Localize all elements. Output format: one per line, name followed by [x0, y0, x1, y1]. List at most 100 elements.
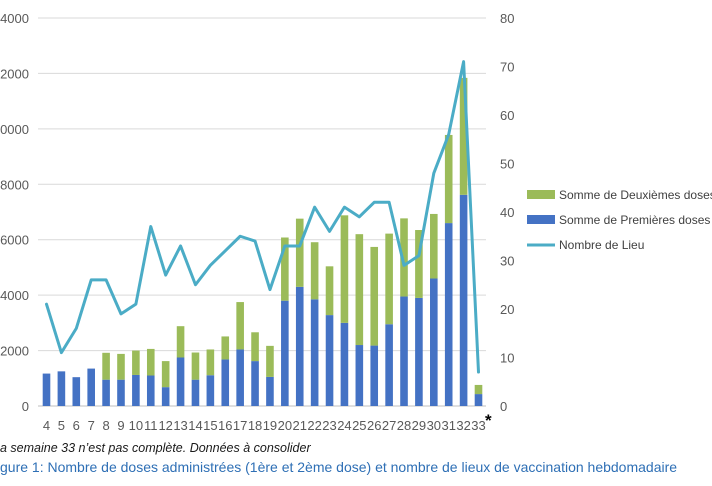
x-tick-label: 15: [203, 418, 217, 433]
legend-deuxiemes-doses-label: Somme de Deuxièmes doses: [559, 188, 712, 202]
x-tick-label: 32: [456, 418, 470, 433]
bar-premieres-doses: [221, 359, 230, 406]
bar-deuxiemes-doses: [355, 234, 364, 346]
bar-deuxiemes-doses: [102, 352, 110, 380]
y-right-tick-label: 40: [500, 205, 514, 220]
y-right-tick-label: 30: [500, 254, 514, 269]
bar-deuxiemes-doses: [236, 302, 244, 350]
x-tick-label: 27: [382, 418, 396, 433]
bar-premieres-doses: [474, 394, 483, 406]
bar-deuxiemes-doses: [400, 218, 408, 297]
bar-premieres-doses: [57, 371, 66, 406]
bar-deuxiemes-doses: [459, 77, 468, 195]
x-tick-label: 25: [352, 418, 366, 433]
x-tick-label: 18: [248, 418, 262, 433]
bar-premieres-doses: [176, 357, 185, 406]
bar-premieres-doses: [266, 376, 274, 406]
x-tick-label: 6: [73, 418, 80, 433]
bar-premieres-doses: [430, 278, 438, 406]
bar-premieres-doses: [42, 373, 51, 406]
x-tick-label: 11: [144, 418, 158, 433]
bar-premieres-doses: [117, 379, 125, 406]
bar-deuxiemes-doses: [474, 384, 483, 395]
y-right-tick-label: 10: [500, 351, 514, 366]
x-tick-label: 7: [88, 418, 95, 433]
bar-deuxiemes-doses: [266, 345, 274, 377]
legend-nombre-de-lieu-label: Nombre de Lieu: [559, 238, 644, 252]
x-tick-label: 9: [117, 418, 124, 433]
bar-premieres-doses: [385, 324, 393, 406]
x-tick-label: 26: [367, 418, 381, 433]
x-tick-label: 20: [278, 418, 292, 433]
bar-premieres-doses: [415, 297, 423, 406]
y-right-tick-label: 20: [500, 302, 514, 317]
x-tick-label: 29: [412, 418, 426, 433]
x-tick-label: 14: [188, 418, 202, 433]
bar-deuxiemes-doses: [146, 348, 155, 376]
bar-premieres-doses: [87, 368, 95, 406]
y-left-tick-label: 4000: [0, 288, 29, 303]
x-tick-label: 4: [43, 418, 50, 433]
y-left-tick-label: 0000: [0, 122, 29, 137]
y-left-tick-label: 2000: [0, 66, 29, 81]
bar-premieres-doses: [102, 379, 110, 406]
bar-deuxiemes-doses: [161, 361, 170, 388]
bar-premieres-doses: [132, 374, 140, 406]
bar-premieres-doses: [370, 345, 379, 406]
x-tick-label: 28: [397, 418, 411, 433]
bar-deuxiemes-doses: [206, 349, 215, 376]
legend-premieres-doses-swatch: [527, 215, 555, 224]
bar-deuxiemes-doses: [325, 266, 334, 316]
x-tick-label: 21: [293, 418, 307, 433]
figure-caption: gure 1: Nombre de doses administrées (1è…: [0, 459, 678, 475]
bar-deuxiemes-doses: [191, 352, 200, 380]
bar-premieres-doses: [72, 377, 81, 406]
bar-premieres-doses: [444, 223, 453, 406]
y-left-tick-label: 4000: [0, 11, 29, 26]
bar-deuxiemes-doses: [370, 246, 379, 346]
y-left-tick-label: 6000: [0, 233, 29, 248]
bar-premieres-doses: [281, 300, 289, 406]
bar-deuxiemes-doses: [385, 233, 393, 325]
chart-note: a semaine 33 n’est pas complète. Données…: [0, 441, 311, 455]
bar-deuxiemes-doses: [430, 213, 438, 279]
x-tick-label: 30: [427, 418, 441, 433]
x-tick-label: 13: [173, 418, 187, 433]
bar-premieres-doses: [459, 194, 468, 406]
y-right-tick-label: 0: [500, 399, 507, 414]
x-tick-label: 10: [129, 418, 143, 433]
y-right-tick-label: 80: [500, 11, 514, 26]
x-tick-label: 31: [441, 418, 455, 433]
bar-deuxiemes-doses: [117, 353, 125, 380]
bar-premieres-doses: [206, 375, 215, 406]
bar-deuxiemes-doses: [310, 242, 319, 300]
bar-premieres-doses: [236, 349, 244, 406]
bar-premieres-doses: [191, 379, 200, 406]
bar-deuxiemes-doses: [415, 230, 423, 298]
bar-premieres-doses: [146, 375, 155, 406]
bar-premieres-doses: [310, 299, 319, 406]
legend-premieres-doses-label: Somme de Premières doses: [559, 213, 710, 227]
bar-deuxiemes-doses: [281, 237, 289, 301]
x-tick-label: 23: [322, 418, 336, 433]
line-nombre-de-lieu: [45, 60, 480, 374]
bar-deuxiemes-doses: [444, 134, 453, 224]
bar-premieres-doses: [251, 361, 259, 406]
bar-deuxiemes-doses: [221, 336, 230, 360]
bar-premieres-doses: [400, 296, 408, 406]
x-tick-label: 19: [263, 418, 277, 433]
x-tick-label: 33: [471, 418, 485, 433]
incomplete-week-asterisk: *: [485, 411, 492, 430]
y-right-tick-label: 70: [500, 60, 514, 75]
x-tick-label: 17: [233, 418, 247, 433]
bar-deuxiemes-doses: [340, 215, 349, 323]
bar-deuxiemes-doses: [251, 332, 259, 362]
x-tick-label: 5: [58, 418, 65, 433]
bar-deuxiemes-doses: [176, 326, 185, 358]
bar-deuxiemes-doses: [132, 350, 140, 375]
legend-deuxiemes-doses-swatch: [527, 190, 555, 199]
bar-premieres-doses: [161, 387, 170, 406]
y-left-tick-label: 8000: [0, 177, 29, 192]
y-right-tick-label: 60: [500, 108, 514, 123]
bar-deuxiemes-doses: [295, 218, 304, 287]
